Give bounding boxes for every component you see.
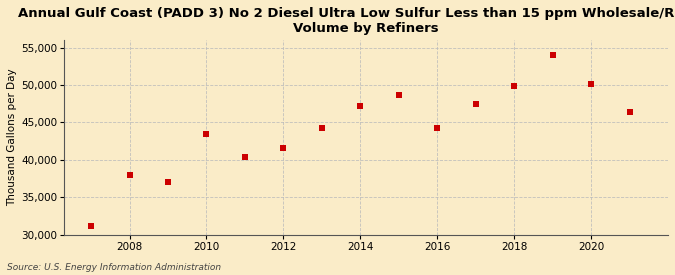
Point — [240, 155, 250, 159]
Point — [586, 82, 597, 87]
Point — [394, 93, 404, 97]
Point — [163, 180, 173, 185]
Point — [432, 125, 443, 130]
Point — [278, 146, 289, 150]
Point — [624, 110, 635, 114]
Y-axis label: Thousand Gallons per Day: Thousand Gallons per Day — [7, 69, 17, 206]
Point — [201, 131, 212, 136]
Point — [124, 173, 135, 177]
Point — [355, 104, 366, 108]
Point — [470, 101, 481, 106]
Point — [509, 84, 520, 88]
Text: Source: U.S. Energy Information Administration: Source: U.S. Energy Information Administ… — [7, 263, 221, 272]
Point — [86, 224, 97, 228]
Point — [547, 53, 558, 57]
Point — [317, 126, 327, 131]
Title: Annual Gulf Coast (PADD 3) No 2 Diesel Ultra Low Sulfur Less than 15 ppm Wholesa: Annual Gulf Coast (PADD 3) No 2 Diesel U… — [18, 7, 675, 35]
